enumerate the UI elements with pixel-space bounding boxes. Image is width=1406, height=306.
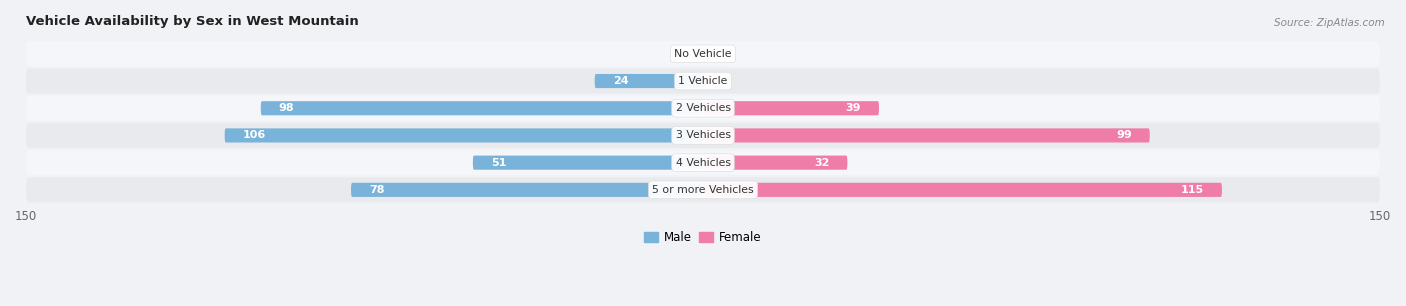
FancyBboxPatch shape (27, 123, 1379, 148)
FancyBboxPatch shape (703, 101, 879, 115)
FancyBboxPatch shape (703, 183, 1222, 197)
Text: 99: 99 (1116, 130, 1132, 140)
Text: 0: 0 (676, 49, 683, 59)
Text: 0: 0 (723, 49, 730, 59)
Text: Vehicle Availability by Sex in West Mountain: Vehicle Availability by Sex in West Moun… (27, 15, 359, 28)
FancyBboxPatch shape (703, 155, 848, 170)
Text: 32: 32 (814, 158, 830, 168)
FancyBboxPatch shape (696, 47, 703, 61)
Text: Source: ZipAtlas.com: Source: ZipAtlas.com (1274, 18, 1385, 28)
FancyBboxPatch shape (225, 129, 703, 143)
FancyBboxPatch shape (703, 47, 710, 61)
FancyBboxPatch shape (472, 155, 703, 170)
Text: No Vehicle: No Vehicle (675, 49, 731, 59)
Text: 1 Vehicle: 1 Vehicle (678, 76, 728, 86)
Text: 0: 0 (723, 76, 730, 86)
Text: 3 Vehicles: 3 Vehicles (675, 130, 731, 140)
FancyBboxPatch shape (260, 101, 703, 115)
FancyBboxPatch shape (27, 96, 1379, 121)
Text: 24: 24 (613, 76, 628, 86)
Text: 115: 115 (1181, 185, 1204, 195)
FancyBboxPatch shape (27, 150, 1379, 175)
FancyBboxPatch shape (352, 183, 703, 197)
Text: 106: 106 (243, 130, 266, 140)
FancyBboxPatch shape (27, 69, 1379, 94)
FancyBboxPatch shape (703, 129, 1150, 143)
Text: 2 Vehicles: 2 Vehicles (675, 103, 731, 113)
FancyBboxPatch shape (27, 177, 1379, 202)
Text: 78: 78 (368, 185, 385, 195)
Text: 5 or more Vehicles: 5 or more Vehicles (652, 185, 754, 195)
FancyBboxPatch shape (27, 41, 1379, 66)
Text: 39: 39 (845, 103, 860, 113)
Legend: Male, Female: Male, Female (640, 226, 766, 249)
Text: 4 Vehicles: 4 Vehicles (675, 158, 731, 168)
FancyBboxPatch shape (703, 74, 710, 88)
Text: 51: 51 (491, 158, 506, 168)
FancyBboxPatch shape (595, 74, 703, 88)
Text: 98: 98 (278, 103, 294, 113)
